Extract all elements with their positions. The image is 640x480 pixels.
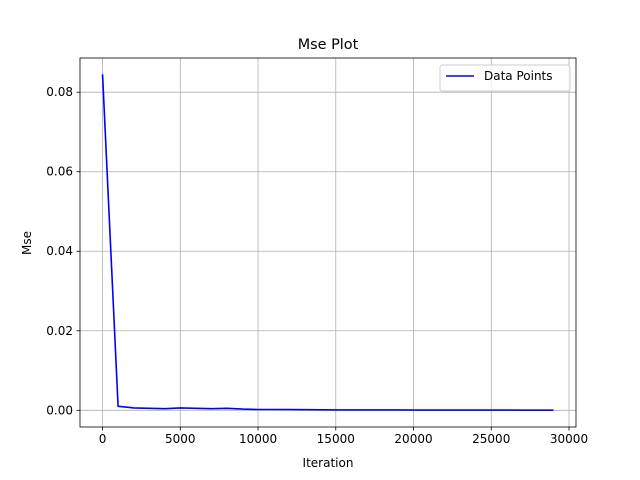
chart-title: Mse Plot — [298, 37, 359, 53]
plot-frame — [79, 57, 577, 428]
legend-box — [439, 64, 571, 92]
y-tick-label: 0.00 — [46, 403, 73, 417]
y-tick-label: 0.06 — [46, 165, 73, 179]
x-tick-label: 20000 — [394, 432, 432, 446]
y-axis-ticks: 0.00 0.02 0.04 0.06 0.08 — [46, 85, 80, 417]
legend-label: Data Points — [484, 69, 553, 83]
x-tick-label: 0 — [99, 432, 107, 446]
x-tick-label: 15000 — [317, 432, 355, 446]
y-axis-label: Mse — [20, 231, 34, 255]
x-axis-ticks: 0 5000 10000 15000 20000 25000 30000 — [99, 427, 588, 446]
legend: Data Points — [439, 64, 571, 92]
series-line-data-points — [101, 74, 554, 411]
x-tick-label: 30000 — [550, 432, 588, 446]
x-tick-label: 10000 — [239, 432, 277, 446]
x-axis-label: Iteration — [303, 456, 354, 470]
y-tick-label: 0.04 — [46, 244, 73, 258]
y-tick-label: 0.08 — [46, 85, 73, 99]
series-layer — [101, 74, 554, 411]
y-tick-label: 0.02 — [46, 324, 73, 338]
x-tick-label: 5000 — [165, 432, 196, 446]
grid — [80, 58, 576, 427]
x-tick-label: 25000 — [472, 432, 510, 446]
